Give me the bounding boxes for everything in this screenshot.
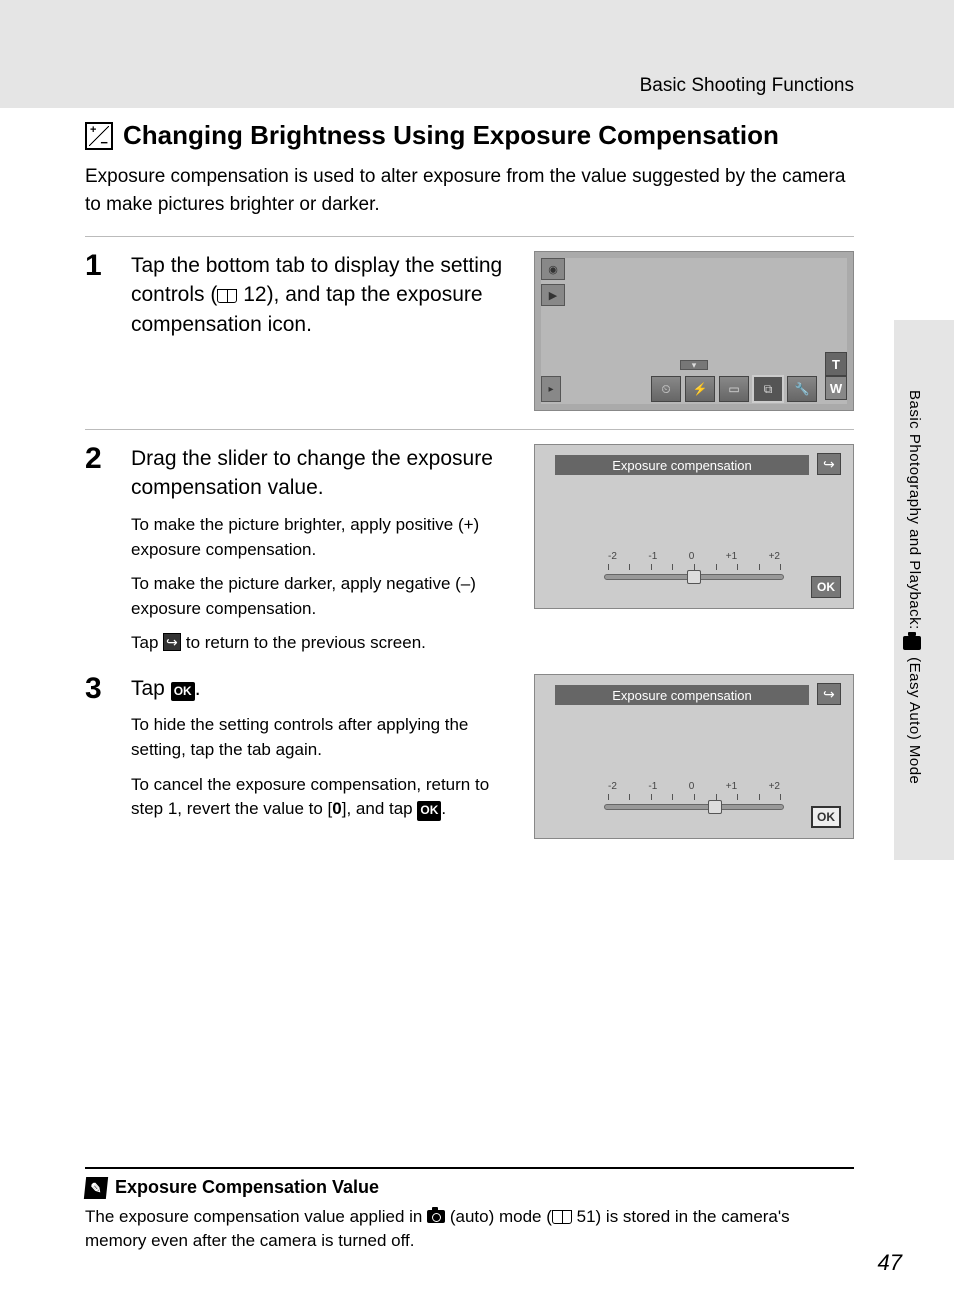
zoom-tele-button[interactable]: T [825,352,847,376]
exposure-comp-icon: +− [85,122,113,150]
label: 0 [689,781,695,792]
side-text-before: Basic Photography and Playback: [906,390,923,634]
book-ref-icon [552,1210,572,1224]
note-rule [85,1167,854,1169]
slider-thumb[interactable] [687,570,701,584]
label: -2 [608,551,617,562]
intro-text: Exposure compensation is used to alter e… [85,163,854,218]
settings-back-button[interactable] [817,453,841,475]
settings-screenshot: Exposure compensation -2 -1 0 +1 +2 [534,444,854,609]
step-number: 3 [85,674,111,839]
step-body: Drag the slider to change the exposure c… [131,444,514,656]
slider-labels: -2 -1 0 +1 +2 [604,551,784,562]
step-body: Tap the bottom tab to display the settin… [131,251,514,415]
step-3: 3 Tap OK. To hide the setting controls a… [85,670,854,853]
title-text: Changing Brightness Using Exposure Compe… [123,120,779,151]
step-desc: To make the picture brighter, apply posi… [131,513,514,562]
step-instruction: Tap OK. [131,674,514,703]
step-body: Tap OK. To hide the setting controls aft… [131,674,514,839]
step-desc: To cancel the exposure compensation, ret… [131,773,514,822]
note-title-text: Exposure Compensation Value [115,1177,379,1198]
zoom-control: T W [825,352,847,400]
zero-value: 0 [332,799,341,818]
text: . [441,799,446,818]
settings-title: Exposure compensation [555,455,809,475]
screenshot-column: Exposure compensation -2 -1 0 +1 +2 [534,444,854,656]
bottom-toolbar: ▸ ⏲ ⚡ ▭ ⧉ 🔧 [541,374,817,404]
pencil-icon: ✎ [84,1177,108,1199]
setup-icon[interactable]: 🔧 [787,376,817,402]
settings-screenshot: Exposure compensation -2 -1 0 +1 +2 [534,674,854,839]
ok-icon: OK [417,801,441,820]
step-desc: Tap to return to the previous screen. [131,631,514,656]
book-ref-icon [217,289,237,303]
note-text: The exposure compensation value applied … [85,1205,854,1254]
label: -1 [648,781,657,792]
label: -1 [648,551,657,562]
page: Basic Shooting Functions Basic Photograp… [0,0,954,1314]
lcd-left-icons: ◉ ▶ [541,258,565,306]
step-1: 1 Tap the bottom tab to display the sett… [85,236,854,429]
side-tab-text: Basic Photography and Playback: (Easy Au… [903,390,922,784]
back-icon [163,633,181,651]
label: +1 [726,781,737,792]
text: ], and tap [342,799,418,818]
flash-icon[interactable]: ⚡ [685,376,715,402]
slider-track[interactable] [604,574,784,580]
step-desc: To hide the setting controls after apply… [131,713,514,762]
ref-num: 12 [243,283,266,306]
screenshot-column: ◉ ▶ T W ▸ ⏲ ⚡ ▭ ⧉ 🔧 [534,251,854,415]
settings-title: Exposure compensation [555,685,809,705]
ok-icon: OK [171,682,195,701]
zoom-wide-button[interactable]: W [825,376,847,400]
section-header: Basic Shooting Functions [640,75,854,97]
playback-icon[interactable]: ▶ [541,284,565,306]
camera-lcd-screenshot: ◉ ▶ T W ▸ ⏲ ⚡ ▭ ⧉ 🔧 [534,251,854,411]
settings-back-button[interactable] [817,683,841,705]
ok-button[interactable]: OK [811,806,841,828]
text: The exposure compensation value applied … [85,1207,427,1226]
text: (auto) mode ( [445,1207,552,1226]
exposure-slider[interactable]: -2 -1 0 +1 +2 [604,551,784,580]
step-2: 2 Drag the slider to change the exposure… [85,429,854,670]
text: to return to the previous screen. [181,633,426,652]
label: +2 [769,781,780,792]
ref-num: 51 [577,1207,596,1226]
exposure-comp-button[interactable]: ⧉ [753,376,783,402]
content-area: +− Changing Brightness Using Exposure Co… [85,120,854,853]
toolbar-expand-icon[interactable]: ▸ [541,376,561,402]
screenshot-column: Exposure compensation -2 -1 0 +1 +2 [534,674,854,839]
page-title: +− Changing Brightness Using Exposure Co… [85,120,854,151]
text: Tap [131,633,163,652]
text: Tap [131,677,171,700]
slider-labels: -2 -1 0 +1 +2 [604,781,784,792]
step-desc: To make the picture darker, apply negati… [131,572,514,621]
camera-auto-icon [903,636,921,650]
step-instruction: Tap the bottom tab to display the settin… [131,251,514,339]
step-instruction: Drag the slider to change the exposure c… [131,444,514,503]
label: +1 [726,551,737,562]
self-timer-icon[interactable]: ⏲ [651,376,681,402]
slider-thumb[interactable] [708,800,722,814]
shooting-mode-icon[interactable]: ◉ [541,258,565,280]
tab-arrow-icon[interactable] [680,360,708,370]
label: 0 [689,551,695,562]
text: . [195,677,201,700]
slider-ticks [604,794,784,800]
page-number: 47 [878,1250,902,1276]
side-text-after: (Easy Auto) Mode [906,652,923,784]
step-number: 1 [85,251,111,415]
macro-icon[interactable]: ▭ [719,376,749,402]
label: -2 [608,781,617,792]
step-number: 2 [85,444,111,656]
ok-button[interactable]: OK [811,576,841,598]
exposure-slider[interactable]: -2 -1 0 +1 +2 [604,781,784,810]
label: +2 [769,551,780,562]
camera-icon [427,1210,445,1223]
slider-track[interactable] [604,804,784,810]
note-section: ✎ Exposure Compensation Value The exposu… [85,1167,854,1254]
note-title: ✎ Exposure Compensation Value [85,1177,854,1199]
